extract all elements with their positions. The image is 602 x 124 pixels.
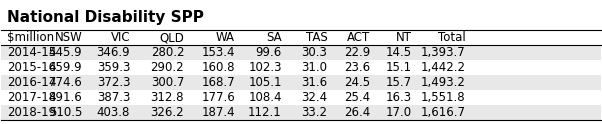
FancyBboxPatch shape bbox=[1, 75, 601, 90]
Text: 105.1: 105.1 bbox=[248, 76, 282, 89]
Text: 387.3: 387.3 bbox=[97, 91, 130, 104]
Text: 326.2: 326.2 bbox=[150, 106, 184, 119]
Text: 177.6: 177.6 bbox=[201, 91, 235, 104]
Text: 2015-16: 2015-16 bbox=[7, 61, 57, 74]
Text: 510.5: 510.5 bbox=[49, 106, 82, 119]
Text: 15.1: 15.1 bbox=[386, 61, 412, 74]
FancyBboxPatch shape bbox=[1, 105, 601, 120]
Text: 102.3: 102.3 bbox=[248, 61, 282, 74]
Text: 112.1: 112.1 bbox=[248, 106, 282, 119]
Text: 24.5: 24.5 bbox=[344, 76, 370, 89]
Text: 14.5: 14.5 bbox=[386, 46, 412, 59]
Text: 187.4: 187.4 bbox=[202, 106, 235, 119]
Text: NSW: NSW bbox=[55, 31, 82, 44]
Text: $million: $million bbox=[7, 31, 55, 44]
Text: 300.7: 300.7 bbox=[150, 76, 184, 89]
Text: 2018-19: 2018-19 bbox=[7, 106, 57, 119]
Text: 33.2: 33.2 bbox=[302, 106, 327, 119]
Text: 445.9: 445.9 bbox=[49, 46, 82, 59]
Text: 160.8: 160.8 bbox=[202, 61, 235, 74]
Text: 1,442.2: 1,442.2 bbox=[421, 61, 466, 74]
Text: VIC: VIC bbox=[111, 31, 130, 44]
Text: 290.2: 290.2 bbox=[150, 61, 184, 74]
Text: 16.3: 16.3 bbox=[386, 91, 412, 104]
Text: 23.6: 23.6 bbox=[344, 61, 370, 74]
Text: 15.7: 15.7 bbox=[386, 76, 412, 89]
Text: QLD: QLD bbox=[160, 31, 184, 44]
Text: Total: Total bbox=[438, 31, 466, 44]
Text: 372.3: 372.3 bbox=[97, 76, 130, 89]
Text: 31.0: 31.0 bbox=[302, 61, 327, 74]
Text: 2016-17: 2016-17 bbox=[7, 76, 57, 89]
FancyBboxPatch shape bbox=[1, 45, 601, 60]
Text: 2014-15: 2014-15 bbox=[7, 46, 57, 59]
Text: 108.4: 108.4 bbox=[248, 91, 282, 104]
Text: TAS: TAS bbox=[306, 31, 327, 44]
Text: ACT: ACT bbox=[347, 31, 370, 44]
Text: 30.3: 30.3 bbox=[302, 46, 327, 59]
Text: 1,616.7: 1,616.7 bbox=[421, 106, 466, 119]
Text: 99.6: 99.6 bbox=[256, 46, 282, 59]
Text: 474.6: 474.6 bbox=[49, 76, 82, 89]
Text: 1,493.2: 1,493.2 bbox=[421, 76, 466, 89]
Text: 359.3: 359.3 bbox=[97, 61, 130, 74]
Text: 153.4: 153.4 bbox=[202, 46, 235, 59]
Text: National Disability SPP: National Disability SPP bbox=[7, 10, 204, 25]
Text: 26.4: 26.4 bbox=[344, 106, 370, 119]
Text: 280.2: 280.2 bbox=[150, 46, 184, 59]
Text: 346.9: 346.9 bbox=[96, 46, 130, 59]
Text: 312.8: 312.8 bbox=[150, 91, 184, 104]
Text: WA: WA bbox=[216, 31, 235, 44]
Text: 17.0: 17.0 bbox=[386, 106, 412, 119]
Text: 168.7: 168.7 bbox=[202, 76, 235, 89]
Text: SA: SA bbox=[266, 31, 282, 44]
Text: 32.4: 32.4 bbox=[301, 91, 327, 104]
Text: 491.6: 491.6 bbox=[49, 91, 82, 104]
Text: 459.9: 459.9 bbox=[49, 61, 82, 74]
Text: 1,393.7: 1,393.7 bbox=[421, 46, 466, 59]
Text: 1,551.8: 1,551.8 bbox=[421, 91, 466, 104]
Text: 31.6: 31.6 bbox=[301, 76, 327, 89]
Text: NT: NT bbox=[396, 31, 412, 44]
Text: 403.8: 403.8 bbox=[97, 106, 130, 119]
Text: 25.4: 25.4 bbox=[344, 91, 370, 104]
Text: 2017-18: 2017-18 bbox=[7, 91, 57, 104]
Text: 22.9: 22.9 bbox=[344, 46, 370, 59]
